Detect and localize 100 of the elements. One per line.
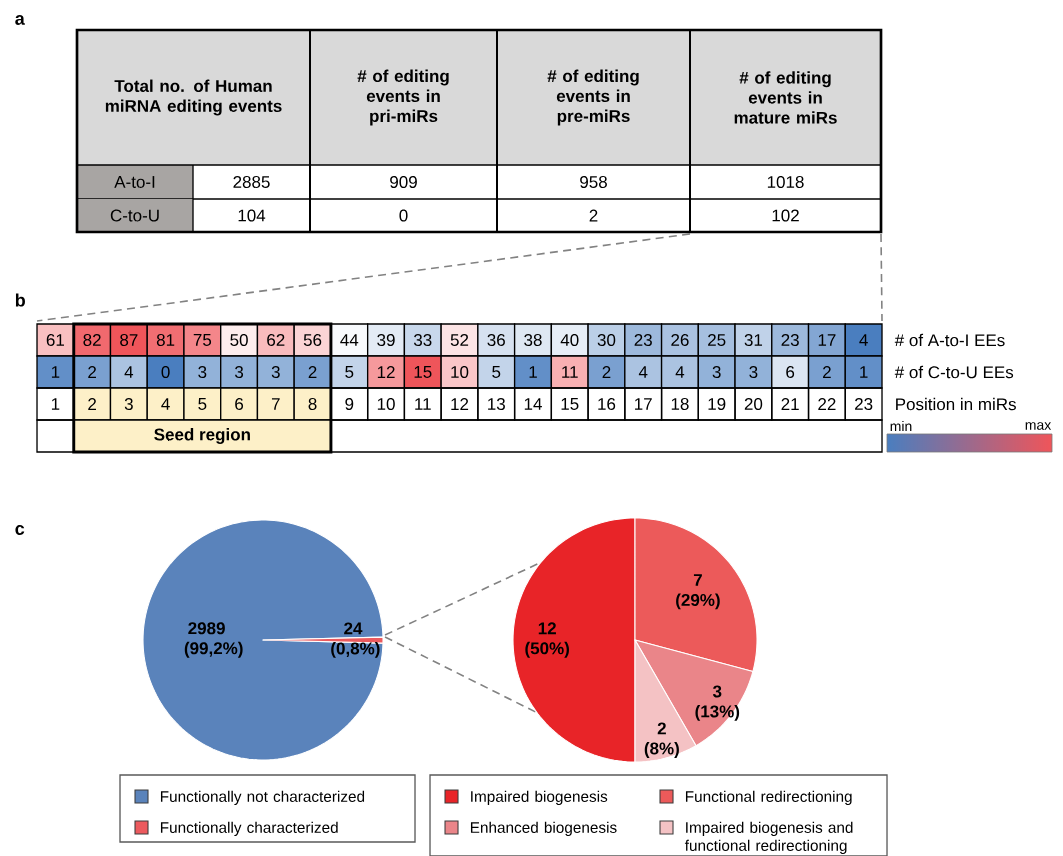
text: 958 xyxy=(580,175,607,189)
data-label: 0 xyxy=(161,365,170,379)
data-label: 5 xyxy=(345,366,354,378)
text: # of editing events in mature miRs xyxy=(734,71,837,124)
text: a xyxy=(15,15,25,25)
data-label: 26 xyxy=(671,333,689,347)
x-tick-label: 16 xyxy=(598,397,616,411)
data-label: 87 xyxy=(120,333,138,347)
text: 104 xyxy=(238,209,266,222)
data-label: 39 xyxy=(377,333,395,347)
data-label: 75 xyxy=(193,334,212,346)
text: 2885 xyxy=(233,175,270,189)
x-tick-label: 11 xyxy=(415,398,431,410)
data-label: 2 xyxy=(823,366,831,378)
data-label: 3 xyxy=(712,365,721,379)
x-tick-label: 12 xyxy=(451,398,469,410)
x-tick-label: 1 xyxy=(51,398,60,410)
data-label: 3 xyxy=(271,365,280,379)
text: 0 xyxy=(399,209,408,222)
text: 102 xyxy=(772,209,799,222)
x-tick-label: 4 xyxy=(161,398,170,410)
data-label: 24 (0,8%) xyxy=(331,622,380,658)
legend-label: Impaired biogenesis xyxy=(471,790,608,806)
text: 1018 xyxy=(767,175,804,189)
text: max xyxy=(1025,422,1052,430)
x-tick-label: 5 xyxy=(198,398,207,410)
data-label: 4 xyxy=(675,366,685,378)
text: Total no. of Human miRNA editing events xyxy=(105,79,282,116)
x-tick-label: 2 xyxy=(88,398,96,410)
chart-title: c xyxy=(15,525,25,535)
x-tick-label: 13 xyxy=(488,397,505,411)
text: 909 xyxy=(390,175,417,189)
data-label: 6 xyxy=(786,365,795,379)
x-tick-label: 14 xyxy=(524,398,542,410)
data-label: 1 xyxy=(860,366,868,378)
text: C-to-U xyxy=(110,209,159,222)
data-label: 40 xyxy=(560,333,579,347)
data-label: 1 xyxy=(529,366,537,378)
data-label: 44 xyxy=(340,334,359,346)
data-label: 3 xyxy=(235,365,244,379)
data-label: 5 xyxy=(492,366,501,378)
x-tick-label: 20 xyxy=(744,397,763,411)
data-label: 52 xyxy=(450,333,469,347)
data-label: 2 xyxy=(88,366,96,378)
data-label: 3 xyxy=(749,365,758,379)
x-tick-label: 19 xyxy=(708,397,726,411)
data-label: 4 xyxy=(124,366,134,378)
data-label: 61 xyxy=(46,333,64,347)
data-label: 2 xyxy=(602,366,611,378)
y-tick-label: # of C-to-U EEs xyxy=(894,365,1014,379)
data-label: 4 xyxy=(859,334,868,346)
data-label: 23 xyxy=(634,333,652,347)
x-tick-label: 9 xyxy=(345,397,354,411)
data-label: 38 xyxy=(524,333,542,347)
data-label: 11 xyxy=(562,366,578,378)
data-label: 82 xyxy=(83,333,101,347)
chart-title: b xyxy=(15,293,25,307)
legend-label: Enhanced biogenesis xyxy=(470,821,617,837)
legend-label: Impaired biogenesis and functional redirectioning xyxy=(684,821,853,855)
data-label: 31 xyxy=(744,333,763,347)
x-tick-label: 7 xyxy=(271,398,280,410)
data-label: 3 xyxy=(198,365,207,379)
data-label: 1 xyxy=(51,366,60,378)
x-tick-label: 8 xyxy=(308,397,317,411)
data-label: 23 xyxy=(781,333,799,347)
y-tick-label: # of A-to-I EEs xyxy=(894,333,1005,347)
data-label: 56 xyxy=(303,333,322,347)
data-label: 62 xyxy=(267,333,285,347)
x-tick-label: 21 xyxy=(781,398,799,410)
x-tick-label: 10 xyxy=(377,397,395,411)
text: A-to-I xyxy=(114,176,155,188)
data-label: 50 xyxy=(230,333,248,347)
data-label: 12 (50%) xyxy=(525,622,569,658)
legend-label: Functionally characterized xyxy=(160,821,338,837)
text: Seed region xyxy=(154,428,250,444)
data-label: 2 (8%) xyxy=(644,722,679,758)
data-label: 15 xyxy=(414,366,432,378)
text: min xyxy=(890,420,912,432)
data-label: 4 xyxy=(638,366,648,378)
text: # of editing events in pre-miRs xyxy=(547,69,639,126)
data-label: 2989 (99,2%) xyxy=(184,622,243,658)
x-tick-label: 6 xyxy=(235,397,244,411)
data-label: 81 xyxy=(156,333,175,347)
x-tick-label: 3 xyxy=(124,397,133,411)
data-label: 17 xyxy=(818,334,836,346)
data-label: 10 xyxy=(451,365,469,379)
x-tick-label: 17 xyxy=(635,398,652,410)
legend-label: Functional redirectioning xyxy=(685,790,852,806)
data-label: 36 xyxy=(487,333,505,347)
x-tick-label: 23 xyxy=(855,397,873,411)
x-tick-label: 22 xyxy=(818,398,836,410)
text: 2 xyxy=(589,209,598,222)
x-tick-label: 15 xyxy=(561,398,579,410)
x-axis-title: Position in miRs xyxy=(896,397,1016,411)
text: # of editing events in pri-miRs xyxy=(357,69,449,126)
data-label: 7 (29%) xyxy=(676,574,720,610)
legend-label: Functionally not characterized xyxy=(160,790,365,806)
data-label: 3 (13%) xyxy=(695,685,740,721)
data-label: 12 xyxy=(377,366,395,378)
data-label: 2 xyxy=(308,366,317,378)
